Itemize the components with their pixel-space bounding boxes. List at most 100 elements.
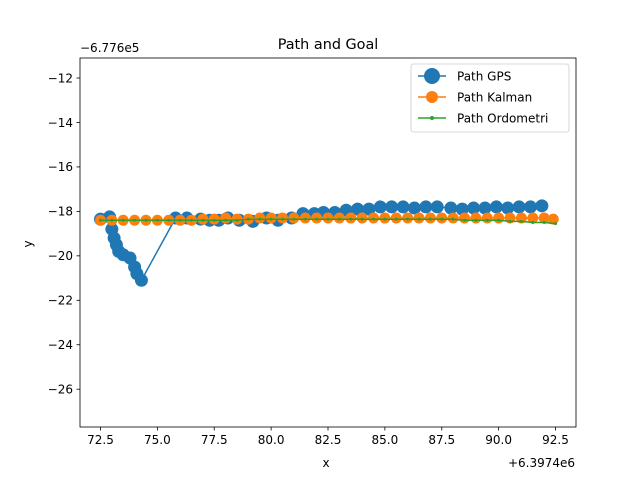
data-point-path-ordometri bbox=[508, 219, 512, 223]
data-point-path-gps bbox=[385, 200, 399, 214]
data-point-path-ordometri bbox=[189, 218, 193, 222]
data-point-path-ordometri bbox=[326, 217, 330, 221]
data-point-path-ordometri bbox=[531, 220, 535, 224]
x-tick-label: 85.0 bbox=[372, 433, 399, 447]
data-point-path-ordometri bbox=[178, 218, 182, 222]
y-offset-label: −6.776e5 bbox=[80, 41, 139, 55]
x-tick-label: 87.5 bbox=[428, 433, 455, 447]
data-point-path-ordometri bbox=[451, 217, 455, 221]
x-tick-label: 72.5 bbox=[87, 433, 114, 447]
data-point-path-kalman bbox=[538, 212, 550, 224]
plot-area bbox=[93, 199, 559, 287]
data-point-path-ordometri bbox=[497, 218, 501, 222]
legend-label: Path Ordometri bbox=[457, 112, 548, 126]
y-tick-label: −18 bbox=[48, 205, 73, 219]
legend-marker bbox=[424, 68, 440, 84]
y-tick-label: −20 bbox=[48, 249, 73, 263]
y-tick-label: −26 bbox=[48, 383, 73, 397]
x-offset-label: +6.3974e6 bbox=[508, 456, 575, 470]
legend-label: Path Kalman bbox=[457, 91, 532, 105]
data-point-path-gps bbox=[430, 200, 444, 214]
data-point-path-kalman bbox=[493, 212, 505, 224]
data-point-path-ordometri bbox=[337, 217, 341, 221]
data-point-path-gps bbox=[373, 200, 387, 214]
data-point-path-gps bbox=[489, 200, 503, 214]
data-point-path-gps bbox=[467, 201, 481, 215]
data-point-path-ordometri bbox=[428, 217, 432, 221]
data-point-path-ordometri bbox=[246, 217, 250, 221]
y-tick-label: −22 bbox=[48, 294, 73, 308]
legend-marker bbox=[426, 91, 438, 103]
data-point-path-kalman bbox=[220, 212, 232, 224]
data-point-path-kalman bbox=[459, 212, 471, 224]
data-point-path-ordometri bbox=[485, 218, 489, 222]
data-point-path-ordometri bbox=[212, 218, 216, 222]
series-path-ordometri bbox=[98, 217, 558, 226]
data-point-path-gps bbox=[362, 202, 376, 216]
legend-marker bbox=[430, 116, 434, 120]
data-point-path-ordometri bbox=[269, 217, 273, 221]
data-point-path-kalman bbox=[470, 212, 482, 224]
data-point-path-ordometri bbox=[121, 218, 125, 222]
legend-label: Path GPS bbox=[457, 70, 511, 84]
data-point-path-ordometri bbox=[235, 218, 239, 222]
data-point-path-ordometri bbox=[167, 218, 171, 222]
plot-series-group bbox=[93, 199, 559, 287]
data-point-path-ordometri bbox=[98, 218, 102, 222]
data-point-path-gps bbox=[478, 201, 492, 215]
data-point-path-ordometri bbox=[372, 217, 376, 221]
data-point-path-ordometri bbox=[280, 217, 284, 221]
data-point-path-ordometri bbox=[349, 217, 353, 221]
data-point-path-ordometri bbox=[110, 218, 114, 222]
x-axis-label: x bbox=[322, 456, 329, 470]
x-tick-label: 80.0 bbox=[258, 433, 285, 447]
data-point-path-gps bbox=[501, 201, 515, 215]
y-tick-label: −16 bbox=[48, 160, 73, 174]
chart-title: Path and Goal bbox=[278, 37, 379, 53]
data-point-path-ordometri bbox=[155, 218, 159, 222]
x-tick-label: 82.5 bbox=[315, 433, 342, 447]
data-point-path-gps bbox=[444, 201, 458, 215]
data-point-path-gps bbox=[351, 202, 365, 216]
data-point-path-gps bbox=[455, 202, 469, 216]
data-point-path-ordometri bbox=[360, 217, 364, 221]
data-point-path-ordometri bbox=[258, 217, 262, 221]
data-point-path-ordometri bbox=[463, 218, 467, 222]
y-tick-label: −12 bbox=[48, 71, 73, 85]
legend-box bbox=[410, 63, 570, 133]
data-point-path-ordometri bbox=[394, 217, 398, 221]
legend-item: Path Kalman bbox=[418, 91, 532, 105]
legend-item: Path GPS bbox=[418, 68, 511, 84]
x-tick-label: 75.0 bbox=[144, 433, 171, 447]
data-point-path-ordometri bbox=[417, 217, 421, 221]
axes: 72.5 75.0 77.5 80.0 82.5 85.0 87.5 90.0 92.5 −26 −… bbox=[48, 57, 577, 447]
data-point-path-ordometri bbox=[315, 217, 319, 221]
x-tick-label: 77.5 bbox=[201, 433, 228, 447]
data-point-path-gps bbox=[407, 201, 421, 215]
legend-item: Path Ordometri bbox=[418, 112, 548, 126]
data-point-path-ordometri bbox=[383, 217, 387, 221]
data-point-path-gps bbox=[512, 200, 526, 214]
data-point-path-ordometri bbox=[133, 218, 137, 222]
data-point-path-gps bbox=[396, 200, 410, 214]
data-point-path-ordometri bbox=[554, 222, 558, 226]
data-point-path-kalman bbox=[527, 212, 539, 224]
data-point-path-kalman bbox=[547, 213, 559, 225]
data-point-path-gps bbox=[535, 199, 549, 213]
data-point-path-ordometri bbox=[406, 217, 410, 221]
data-point-path-ordometri bbox=[474, 218, 478, 222]
data-point-path-ordometri bbox=[440, 217, 444, 221]
data-point-path-ordometri bbox=[303, 217, 307, 221]
legend: Path GPS Path Kalman Path Ordometri bbox=[410, 63, 570, 133]
y-axis-label: y bbox=[21, 240, 35, 247]
y-tick-label: −14 bbox=[48, 116, 73, 130]
data-point-path-ordometri bbox=[144, 218, 148, 222]
y-tick-label: −24 bbox=[48, 338, 73, 352]
data-point-path-gps bbox=[419, 200, 433, 214]
x-tick-label: 92.5 bbox=[542, 433, 569, 447]
data-point-path-kalman bbox=[481, 212, 493, 224]
data-point-path-gps bbox=[523, 200, 537, 214]
x-tick-label: 90.0 bbox=[485, 433, 512, 447]
